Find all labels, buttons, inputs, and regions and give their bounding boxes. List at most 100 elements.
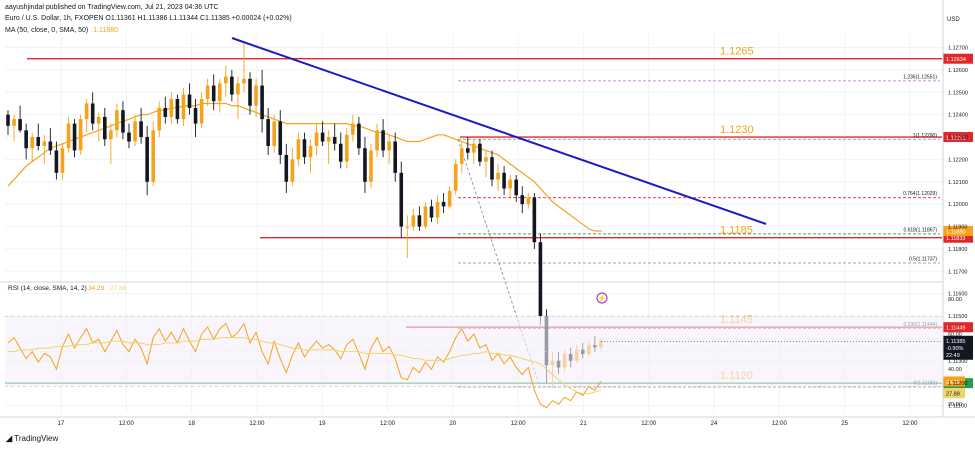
candle-body — [193, 107, 198, 124]
rsi-value-tag-text: 34.29 — [946, 380, 960, 386]
candle-body — [90, 103, 95, 124]
y-axis-tick: 1.12600 — [948, 68, 968, 74]
candle-body — [399, 172, 404, 227]
candle-body — [466, 148, 470, 153]
y-axis-tick: 1.11100 — [948, 404, 967, 410]
x-axis-tick: 12:00 — [119, 421, 135, 427]
candle-body — [175, 99, 180, 120]
candle-body — [472, 143, 476, 153]
x-axis-tick: 21 — [580, 421, 587, 427]
price-level-axis-tag — [943, 232, 973, 243]
candle-body — [514, 179, 518, 196]
price-level-axis-text: 1.11449 — [946, 326, 965, 332]
candle-body — [284, 154, 289, 182]
candle-body — [254, 85, 258, 106]
price-level-axis-tag — [943, 132, 973, 143]
y-axis-tick: 1.12400 — [948, 113, 968, 119]
candle-body — [290, 159, 295, 182]
candle-body — [490, 157, 494, 180]
candle-body — [484, 157, 488, 162]
candle-body — [60, 148, 65, 173]
ma-indicator-label: MA (50, close, 0, SMA, 50) 1.11880 — [5, 27, 118, 34]
candle-body — [78, 119, 83, 151]
candle-body — [72, 123, 77, 151]
candle-body — [96, 116, 101, 124]
candle-body — [151, 130, 155, 182]
x-axis-tick: 17 — [58, 421, 65, 427]
candle-body — [121, 110, 125, 133]
candle-body — [199, 99, 204, 124]
candle-body — [18, 119, 22, 131]
candle-body — [224, 76, 228, 84]
candle-body — [478, 143, 482, 162]
candle-body — [411, 215, 416, 227]
candle-body — [24, 130, 28, 149]
x-axis-tick: 12:00 — [249, 421, 265, 427]
candle-body — [278, 121, 283, 155]
y-axis-tick: 1.11800 — [948, 247, 967, 253]
x-axis-tick: 19 — [319, 421, 326, 427]
candle-body — [320, 132, 325, 142]
rsi-ma-value-inline: 27.88 — [110, 285, 127, 292]
candle-body — [393, 141, 397, 173]
candle-body — [381, 130, 385, 151]
rsi-axis-tick: 60.00 — [948, 332, 962, 338]
price-level-axis-tag — [943, 53, 973, 64]
candle-body — [387, 141, 391, 151]
candle-body — [127, 132, 131, 142]
current-price-text: 1.11385 — [946, 339, 965, 345]
candle-body — [109, 130, 113, 140]
price-level-axis-text: 1.11833 — [946, 236, 965, 242]
candle-body — [211, 85, 216, 102]
price-level-label: 1.1230 — [720, 124, 754, 136]
y-axis-tick: 1.12300 — [948, 135, 968, 141]
x-axis-tick: 12:00 — [772, 421, 788, 427]
fib-level-label: 0.618(1.11867) — [903, 227, 937, 233]
ma-value: 1.11880 — [93, 27, 119, 34]
x-axis-tick: 12:00 — [380, 421, 396, 427]
candle-body — [435, 201, 440, 218]
candle-body — [338, 143, 343, 162]
y-axis-tick: 1.11700 — [948, 269, 967, 275]
candle-body — [405, 226, 410, 228]
x-axis-tick: 12:00 — [902, 421, 918, 427]
candle-body — [205, 85, 210, 100]
rsi-axis-tick: 20.00 — [948, 402, 962, 408]
candle-body — [326, 137, 331, 142]
candle-body — [308, 145, 313, 158]
candle-body — [6, 114, 10, 126]
tradingview-logo: ◢ TradingView — [6, 434, 58, 443]
publisher-note: aayushjindal published on TradingView.co… — [5, 4, 219, 11]
candle-body — [351, 123, 355, 135]
rsi-ma-tag — [943, 388, 965, 399]
candle-body — [417, 215, 422, 227]
x-axis-tick: 25 — [841, 421, 848, 427]
price-level-axis-text: 1.12291 — [946, 136, 966, 142]
candle-body — [526, 197, 531, 205]
candle-body — [103, 116, 107, 140]
candle-body — [48, 141, 53, 151]
candle-body — [453, 163, 458, 191]
x-axis-tick: 24 — [711, 421, 718, 427]
candle-body — [36, 137, 41, 146]
candle-body — [30, 137, 34, 149]
candle-body — [54, 150, 59, 173]
candle-body — [423, 206, 428, 227]
ma-axis-text: 1.11880 — [946, 230, 965, 236]
ma-axis-tag — [943, 226, 973, 237]
candle-body — [459, 148, 464, 164]
y-axis-tick: 1.11300 — [948, 359, 967, 365]
candle-body — [181, 94, 186, 120]
x-axis-tick: 12:00 — [641, 421, 657, 427]
rsi-pane: RSI (14, close, SMA, 14, 2) 34.29 27.8880.… — [5, 285, 965, 409]
currency-label: USD — [947, 17, 960, 23]
candle-body — [169, 99, 174, 117]
candle-body — [230, 76, 234, 95]
current-price-tag — [943, 335, 973, 360]
candle-body — [187, 94, 192, 108]
rsi-axis-tick: 40.00 — [948, 367, 962, 373]
rsi-ma-line — [8, 337, 602, 395]
candle-body — [441, 201, 446, 207]
